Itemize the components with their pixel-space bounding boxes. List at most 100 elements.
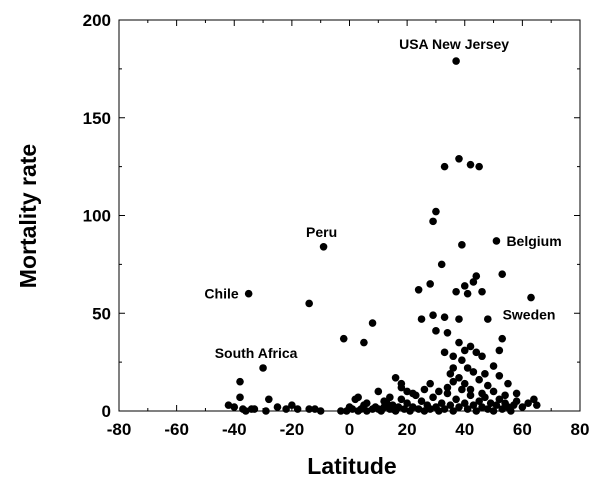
x-tick-label: 80 xyxy=(571,420,590,439)
data-point xyxy=(426,280,434,288)
data-point xyxy=(426,405,434,413)
annotation-label: Sweden xyxy=(503,307,556,323)
data-point xyxy=(397,383,406,392)
data-point xyxy=(455,403,463,411)
data-point xyxy=(386,393,394,402)
data-point xyxy=(446,370,455,378)
data-point xyxy=(460,346,469,355)
annotation-label: Peru xyxy=(306,224,337,240)
data-point xyxy=(463,289,472,298)
data-point xyxy=(362,399,371,407)
data-point xyxy=(478,352,486,361)
x-tick-label: 60 xyxy=(513,420,532,439)
data-point xyxy=(397,395,406,404)
data-point xyxy=(446,401,455,409)
data-point xyxy=(463,364,472,372)
data-point xyxy=(316,407,325,415)
data-point xyxy=(475,162,483,171)
x-tick-label: -60 xyxy=(164,420,189,439)
x-tick-label: 0 xyxy=(345,420,354,439)
data-point xyxy=(443,389,452,398)
data-point xyxy=(437,260,446,269)
data-point xyxy=(492,237,501,245)
annotations: USA New Jersey Peru Belgium Chile Sweden Sout… xyxy=(204,36,561,361)
data-point xyxy=(498,405,507,413)
data-point xyxy=(244,289,253,298)
data-point xyxy=(339,334,348,343)
data-point xyxy=(501,391,509,400)
data-point xyxy=(432,327,440,335)
data-point xyxy=(455,373,463,382)
data-point xyxy=(259,364,267,372)
data-point xyxy=(420,407,429,415)
data-point xyxy=(484,405,492,413)
data-point xyxy=(435,407,443,415)
data-point xyxy=(265,395,273,404)
data-point xyxy=(429,393,437,402)
data-point xyxy=(504,379,512,388)
y-tick-label: 100 xyxy=(83,207,111,226)
data-point xyxy=(524,399,532,407)
annotation-label: Chile xyxy=(204,286,238,302)
data-point xyxy=(348,405,357,413)
data-point xyxy=(498,334,507,343)
y-tick-label: 0 xyxy=(102,402,111,421)
data-point xyxy=(236,377,244,386)
data-point xyxy=(319,242,328,251)
data-point xyxy=(472,348,481,357)
data-point xyxy=(236,393,244,402)
data-point xyxy=(432,207,440,216)
data-point xyxy=(507,407,515,415)
data-point xyxy=(435,387,443,396)
data-point xyxy=(512,389,521,398)
data-point xyxy=(466,385,475,394)
data-point xyxy=(409,403,417,411)
data-point xyxy=(414,285,423,294)
data-point xyxy=(458,356,466,364)
data-point xyxy=(449,407,458,415)
y-tick-label: 150 xyxy=(83,109,111,128)
data-point xyxy=(475,375,483,384)
data-point xyxy=(429,311,437,320)
data-point xyxy=(466,342,475,351)
annotation-label: Belgium xyxy=(506,233,561,249)
data-point xyxy=(400,405,409,413)
data-point xyxy=(224,401,233,409)
y-tick-label: 200 xyxy=(83,11,111,30)
data-point xyxy=(466,160,475,169)
data-point xyxy=(472,272,481,280)
data-point xyxy=(362,407,371,415)
data-point xyxy=(455,315,463,323)
data-point xyxy=(449,364,458,372)
data-point xyxy=(489,387,498,396)
data-point xyxy=(449,377,458,386)
data-point xyxy=(426,379,434,388)
data-point xyxy=(469,278,478,286)
data-point xyxy=(455,155,463,163)
data-point xyxy=(443,329,452,337)
data-point xyxy=(360,338,368,347)
data-point xyxy=(429,217,437,226)
data-point xyxy=(311,405,319,413)
data-point xyxy=(250,405,259,413)
data-point xyxy=(532,401,541,409)
data-point xyxy=(478,287,486,296)
data-point xyxy=(443,383,452,392)
data-point xyxy=(449,352,458,361)
data-point xyxy=(484,381,492,390)
data-point xyxy=(495,372,504,380)
data-point xyxy=(409,389,417,398)
data-point xyxy=(452,57,460,65)
data-point xyxy=(518,403,527,411)
y-axis-title: Mortality rate xyxy=(15,144,41,288)
data-point xyxy=(530,395,538,404)
data-point xyxy=(489,407,498,415)
data-point xyxy=(368,319,377,327)
data-point xyxy=(460,282,469,290)
data-point xyxy=(374,387,383,396)
data-point xyxy=(420,385,429,394)
data-point xyxy=(458,241,466,249)
data-point xyxy=(495,395,504,404)
plot-frame xyxy=(118,19,581,412)
